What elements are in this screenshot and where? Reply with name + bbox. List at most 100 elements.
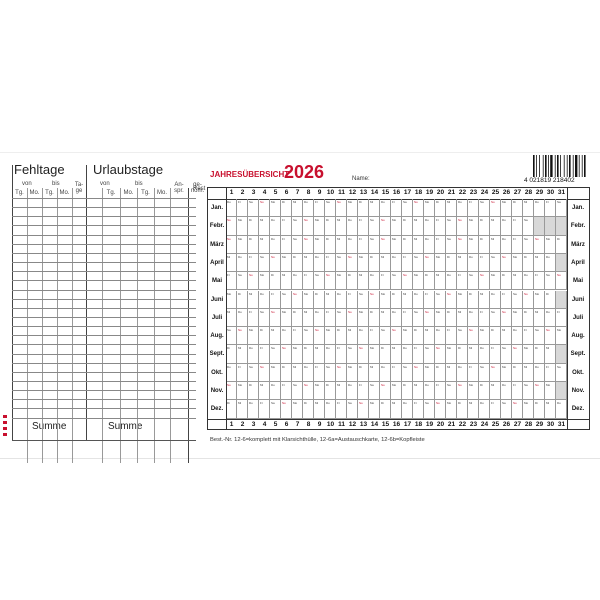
weekday-label: So (535, 383, 539, 387)
barcode-bar (572, 155, 574, 177)
weekday-label: Di (337, 328, 340, 333)
day-cell: Mo (369, 345, 380, 364)
weekday-label: Mi (337, 383, 341, 387)
column-divider (86, 165, 87, 440)
weekday-label: Sa (546, 273, 550, 278)
day-cell: Di (303, 345, 314, 364)
day-number-bottom: 16 (392, 420, 401, 428)
weekday-label: Di (425, 273, 428, 278)
day-cell: Sa (490, 308, 501, 328)
day-cell: Do (237, 253, 248, 273)
day-cell: Sa (270, 400, 281, 419)
weekday-label: Mi (282, 273, 286, 278)
day-cell: Fr (457, 272, 468, 291)
day-cell: Sa (446, 217, 457, 236)
day-number-bottom: 27 (513, 420, 522, 428)
day-cell: Sa (325, 363, 336, 382)
weekday-label: Di (436, 200, 439, 204)
day-cell: Do (424, 382, 435, 401)
day-number-top: 13 (359, 189, 368, 196)
weekday-label: Sa (425, 401, 429, 406)
day-cell: Do (380, 199, 391, 218)
day-cell: Fr (314, 363, 325, 382)
day-cell: Fr (347, 290, 358, 309)
weekday-label: Do (326, 346, 330, 351)
weekday-label: Sa (337, 309, 341, 314)
weekday-label: Do (403, 401, 407, 406)
weekday-label: Mi (491, 236, 495, 241)
rest-label: Rest (193, 186, 206, 192)
day-cell: So (413, 363, 424, 382)
weekday-label: Mi (381, 254, 385, 259)
day-cell: Mo (402, 327, 413, 346)
weekday-label: Sa (524, 218, 528, 223)
day-cell: Di (534, 400, 545, 419)
weekday-label: So (304, 383, 308, 387)
weekday-label: Mo (238, 218, 243, 223)
weekday-label: So (513, 401, 517, 406)
weekday-label: Di (249, 236, 252, 241)
weekday-label: Sa (414, 309, 418, 314)
day-cell: Do (501, 235, 512, 254)
day-cell: Di (545, 290, 556, 309)
day-cell: Sa (347, 400, 358, 419)
day-cell: Mo (270, 363, 281, 382)
day-cell: Do (424, 217, 435, 236)
day-cell: Mo (446, 400, 457, 419)
weekday-label: Sa (271, 346, 275, 351)
day-cell: Mo (292, 400, 303, 419)
weekday-label: Mo (304, 291, 309, 296)
day-cell: Mo (490, 272, 501, 291)
day-cell: Fr (358, 382, 369, 401)
day-cell: Sa (523, 235, 534, 254)
weekday-label: Sa (337, 254, 341, 259)
weekday-label: Fr (469, 364, 472, 369)
day-cell: Mo (347, 199, 358, 218)
day-number-top: 24 (480, 189, 489, 196)
weekday-label: Mi (304, 309, 308, 314)
weekday-label: So (249, 273, 253, 278)
weekday-label: Mi (436, 273, 440, 278)
day-number-top: 17 (403, 189, 412, 196)
day-cell: So (391, 327, 402, 346)
day-cell: Do (314, 253, 325, 273)
weekday-label: Di (447, 309, 450, 314)
weekday-label: So (502, 254, 506, 259)
day-cell: Mo (468, 235, 479, 254)
day-cell: Fr (468, 363, 479, 382)
weekday-label: Mi (524, 200, 528, 204)
weekday-label: Mi (469, 401, 473, 406)
weekday-label: Sa (557, 200, 561, 204)
weekday-label: Mi (293, 364, 297, 369)
weekday-label: Fr (513, 236, 516, 241)
day-number-bottom: 18 (414, 420, 423, 428)
row-line (12, 207, 196, 209)
weekday-label: Sa (425, 346, 429, 351)
fehl-summe: Summe (32, 421, 67, 432)
weekday-label: Do (469, 309, 473, 314)
weekday-label: Di (227, 346, 230, 351)
day-cell: Mi (314, 345, 325, 364)
row-line (12, 371, 196, 373)
row-line (12, 252, 196, 254)
day-cell: Mi (545, 400, 556, 419)
day-cell: Fr (391, 199, 402, 218)
weekday-label: Di (469, 291, 472, 296)
weekday-label: So (381, 383, 385, 387)
weekday-label: Di (502, 273, 505, 278)
weekday-label: Do (535, 200, 539, 204)
weekday-label: So (337, 364, 341, 369)
day-number-bottom: 23 (469, 420, 478, 428)
day-number-top: 12 (348, 189, 357, 196)
day-cell: So (259, 199, 270, 218)
day-cell: Mo (545, 235, 556, 254)
day-number-bottom: 17 (403, 420, 412, 428)
day-cell: Fr (292, 327, 303, 346)
weekday-label: Di (249, 218, 252, 223)
day-number-top: 20 (436, 189, 445, 196)
column-header: Mo. (29, 190, 40, 196)
row-line (12, 262, 196, 264)
day-cell: Fr (325, 253, 336, 273)
weekday-label: Fr (359, 218, 362, 223)
day-cell: Mi (523, 363, 534, 382)
